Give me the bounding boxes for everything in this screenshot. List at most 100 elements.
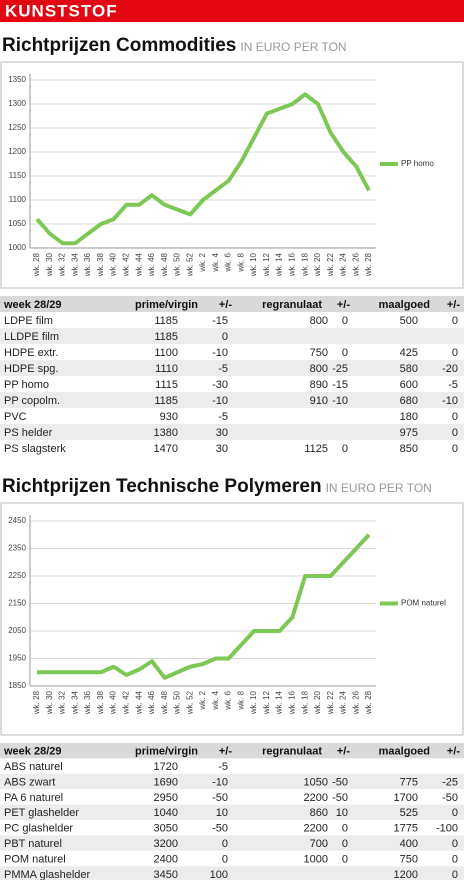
- table-row-bg: [0, 789, 464, 805]
- y-tick-label: 1000: [8, 243, 26, 252]
- table-cell: 600: [400, 379, 418, 391]
- x-tick-label: wk. 6: [224, 690, 233, 710]
- table-row-bg: [0, 850, 464, 867]
- x-tick-label: wk. 44: [134, 252, 143, 277]
- table-row-bg: [0, 376, 464, 392]
- y-tick-label: 2350: [8, 544, 26, 553]
- table-cell: 1040: [154, 807, 178, 819]
- table-cell: 10: [216, 807, 228, 819]
- table-cell: 0: [452, 427, 458, 439]
- table-cell: PS helder: [4, 427, 53, 439]
- table-row-bg: [0, 440, 464, 456]
- table-cell: 400: [400, 838, 418, 850]
- table-header: prime/virgin: [135, 746, 198, 758]
- table-cell: -5: [218, 363, 228, 375]
- x-tick-label: wk. 30: [45, 690, 54, 715]
- chart-subtitle: IN EURO PER TON: [240, 40, 346, 54]
- table-cell: 800: [310, 363, 328, 375]
- x-tick-label: wk. 42: [121, 252, 130, 277]
- table-cell: 30: [216, 443, 228, 455]
- y-tick-label: 1350: [8, 75, 26, 84]
- table-cell: 750: [310, 347, 328, 359]
- x-tick-label: wk. 24: [339, 690, 348, 715]
- chart-subtitle: IN EURO PER TON: [326, 481, 432, 495]
- table-cell: 1050: [304, 776, 328, 788]
- x-tick-label: wk. 16: [287, 690, 296, 715]
- x-tick-label: wk. 28: [32, 252, 41, 277]
- table-cell: 1100: [154, 347, 178, 359]
- chart-title: Richtprijzen Technische Polymeren: [2, 476, 322, 497]
- table-cell: 3450: [154, 869, 178, 880]
- x-tick-label: wk. 20: [313, 690, 322, 715]
- chart-title: Richtprijzen Commodities: [2, 35, 236, 56]
- table-cell: -15: [212, 315, 228, 327]
- table-cell: 425: [400, 347, 418, 359]
- y-tick-label: 2250: [8, 571, 26, 580]
- table-cell: 750: [400, 853, 418, 865]
- table-header: +/-: [447, 299, 460, 311]
- table-cell: 890: [310, 379, 328, 391]
- x-tick-label: wk. 26: [351, 690, 360, 715]
- table-cell: 580: [400, 363, 418, 375]
- x-tick-label: wk. 46: [147, 690, 156, 715]
- x-tick-label: wk. 22: [326, 690, 335, 715]
- table-row-bg: [0, 804, 464, 820]
- table-cell: 3200: [154, 838, 178, 850]
- x-tick-label: wk. 18: [300, 690, 309, 715]
- table-header-bg: [0, 743, 464, 759]
- table-cell: 700: [310, 838, 328, 850]
- y-tick-label: 1050: [8, 219, 26, 228]
- table-cell: 0: [452, 838, 458, 850]
- table-cell: 0: [452, 869, 458, 880]
- table-cell: PS slagsterk: [4, 443, 66, 455]
- table-cell: 910: [310, 395, 328, 407]
- x-tick-label: wk. 52: [185, 252, 194, 277]
- table-cell: 10: [336, 807, 348, 819]
- table-row-bg: [0, 312, 464, 328]
- table-cell: 2950: [154, 792, 178, 804]
- table-row-bg: [0, 328, 464, 344]
- x-tick-label: wk. 40: [109, 690, 118, 715]
- table-cell: 1380: [154, 427, 178, 439]
- table-cell: HDPE extr.: [4, 347, 58, 359]
- table-cell: -100: [436, 823, 458, 835]
- y-tick-label: 1100: [9, 195, 27, 204]
- x-tick-label: wk. 36: [83, 690, 92, 715]
- table-cell: 680: [400, 395, 418, 407]
- table-header: regranulaat: [262, 299, 322, 311]
- table-cell: 0: [342, 838, 348, 850]
- table-row-bg: [0, 758, 464, 774]
- table-cell: -10: [332, 395, 348, 407]
- x-tick-label: wk. 34: [70, 690, 79, 715]
- table-cell: -10: [212, 347, 228, 359]
- table-cell: 1690: [154, 776, 178, 788]
- table-cell: PP homo: [4, 379, 49, 391]
- x-tick-label: wk. 12: [262, 690, 271, 715]
- x-tick-label: wk. 8: [236, 252, 245, 272]
- x-tick-label: wk. 32: [58, 690, 67, 715]
- table-cell: -5: [218, 761, 228, 773]
- x-tick-label: wk. 48: [160, 252, 169, 277]
- table-cell: 1000: [304, 853, 328, 865]
- table-cell: 0: [452, 347, 458, 359]
- table-cell: 3050: [154, 823, 178, 835]
- table-row-bg: [0, 820, 464, 836]
- table-cell: PA 6 naturel: [4, 792, 63, 804]
- table-cell: -25: [442, 776, 458, 788]
- chart-frame: [0, 502, 464, 736]
- x-tick-label: wk. 48: [160, 690, 169, 715]
- table-cell: 0: [222, 331, 228, 343]
- x-tick-label: wk. 6: [224, 252, 233, 272]
- table-cell: 0: [342, 347, 348, 359]
- table-cell: 0: [222, 838, 228, 850]
- table-cell: ABS naturel: [4, 761, 63, 773]
- y-tick-label: 2150: [8, 599, 26, 608]
- table-header: +/-: [337, 746, 350, 758]
- table-cell: -20: [442, 363, 458, 375]
- table-cell: 1470: [154, 443, 178, 455]
- table-cell: 1700: [394, 792, 418, 804]
- table-cell: 0: [452, 443, 458, 455]
- series-line: [37, 533, 371, 680]
- table-header: maalgoed: [379, 746, 430, 758]
- table-cell: 1110: [155, 363, 178, 375]
